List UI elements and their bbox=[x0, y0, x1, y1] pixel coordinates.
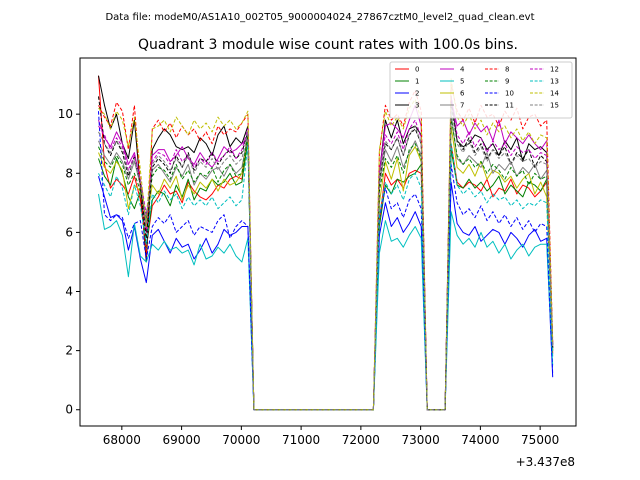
series-line-5 bbox=[98, 193, 554, 411]
legend-label-12: 12 bbox=[550, 66, 559, 74]
y-tick-label: 6 bbox=[65, 225, 73, 239]
x-tick-label: 70000 bbox=[222, 433, 260, 447]
legend-label-4: 4 bbox=[460, 66, 465, 74]
legend-label-1: 1 bbox=[415, 78, 419, 86]
series-line-15 bbox=[98, 107, 554, 411]
series-line-13 bbox=[98, 143, 554, 411]
data-file-label: Data file: modeM0/AS1A10_002T05_90000040… bbox=[105, 12, 534, 23]
chart-title: Quadrant 3 module wise count rates with … bbox=[138, 37, 518, 53]
legend-label-5: 5 bbox=[460, 78, 464, 86]
x-tick-label: 74000 bbox=[461, 433, 499, 447]
x-tick-label: 68000 bbox=[103, 433, 141, 447]
x-tick-label: 71000 bbox=[282, 433, 320, 447]
legend-label-9: 9 bbox=[505, 78, 509, 86]
y-tick-label: 4 bbox=[65, 285, 73, 299]
legend-label-14: 14 bbox=[550, 90, 559, 98]
y-tick-label: 8 bbox=[65, 166, 73, 180]
legend-label-10: 10 bbox=[505, 90, 514, 98]
legend-label-3: 3 bbox=[415, 102, 419, 110]
legend-label-11: 11 bbox=[505, 102, 514, 110]
x-tick-label: 75000 bbox=[521, 433, 559, 447]
legend-label-15: 15 bbox=[550, 102, 559, 110]
series-line-12 bbox=[98, 95, 554, 411]
y-tick-label: 0 bbox=[65, 403, 73, 417]
legend-label-13: 13 bbox=[550, 78, 559, 86]
plot-frame bbox=[79, 57, 577, 427]
x-offset-label: +3.437e8 bbox=[516, 455, 575, 469]
legend-label-7: 7 bbox=[460, 102, 464, 110]
legend-label-6: 6 bbox=[460, 90, 465, 98]
y-tick-label: 2 bbox=[65, 344, 73, 358]
legend-label-0: 0 bbox=[415, 66, 419, 74]
x-tick-label: 69000 bbox=[162, 433, 200, 447]
legend-box bbox=[389, 61, 573, 119]
axis-ticks: 68000 69000 70000 71000 72000 73000 74000 75000… bbox=[58, 107, 560, 447]
y-tick-label: 10 bbox=[58, 107, 73, 121]
x-tick-label: 72000 bbox=[342, 433, 380, 447]
plot-lines bbox=[98, 75, 554, 411]
legend-label-2: 2 bbox=[415, 90, 419, 98]
legend-label-8: 8 bbox=[505, 66, 509, 74]
x-tick-label: 73000 bbox=[402, 433, 440, 447]
